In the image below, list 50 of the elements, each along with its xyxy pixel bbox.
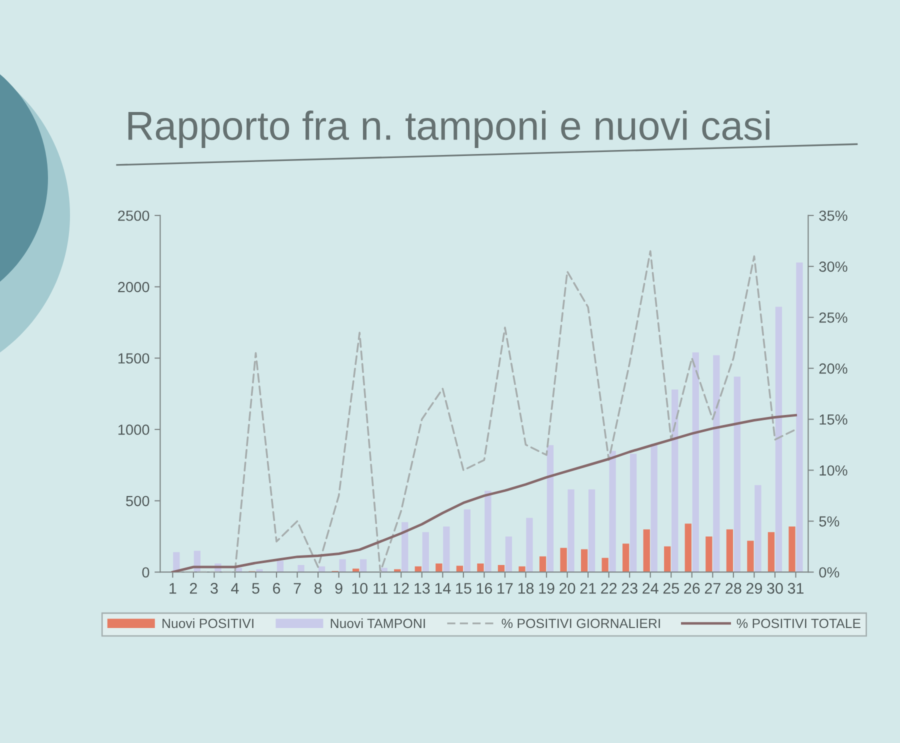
y2-tick-label: 20% [819, 363, 848, 374]
legend-label: % POSITIVI TOTALE [736, 618, 860, 628]
y2-tick-label: 25% [819, 312, 848, 323]
y2-tick-label: 15% [820, 414, 848, 425]
x-tick-label: 4 [231, 583, 239, 594]
x-tick-label: 30 [767, 582, 783, 594]
chart-title: Rapporto fra n. tamponi e nuovi casi [128, 110, 770, 148]
legend-label: % POSITIVI GIORNALIERI [502, 618, 660, 628]
x-tick-label: 17 [498, 583, 513, 594]
x-tick-label: 13 [414, 582, 430, 594]
x-tick-label: 11 [374, 583, 388, 594]
y-tick-label: 2000 [118, 282, 150, 292]
y-tick-label: 1000 [118, 424, 150, 435]
x-tick-label: 7 [294, 583, 301, 594]
x-tick-label: 27 [704, 582, 720, 594]
x-tick-label: 24 [642, 582, 658, 594]
y-tick-label: 2500 [118, 210, 150, 221]
x-tick-label: 25 [663, 582, 679, 594]
x-tick-label: 1 [170, 583, 176, 594]
x-tick-label: 21 [580, 582, 596, 594]
x-tick-label: 18 [518, 582, 534, 594]
x-tick-label: 23 [622, 582, 638, 594]
x-tick-label: 10 [352, 582, 368, 594]
y2-tick-label: 35% [819, 210, 848, 221]
y2-tick-label: 30% [819, 262, 848, 272]
y2-tick-label: 0% [819, 567, 840, 578]
x-tick-label: 2 [190, 582, 197, 594]
x-tick-label: 22 [601, 582, 617, 594]
x-tick-label: 28 [726, 582, 742, 594]
x-tick-label: 8 [314, 582, 322, 594]
x-tick-label: 12 [394, 582, 409, 594]
y2-tick-label: 10% [820, 465, 848, 476]
legend-label: Nuovi TAMPONI [330, 618, 425, 628]
x-tick-label: 9 [335, 582, 342, 594]
x-tick-label: 20 [560, 582, 576, 594]
x-tick-label: 26 [684, 582, 700, 594]
y-tick-label: 500 [126, 496, 150, 506]
x-tick-label: 31 [788, 582, 804, 594]
x-tick-label: 6 [273, 582, 280, 594]
x-tick-label: 29 [746, 582, 762, 594]
legend-label: Nuovi POSITIVI [162, 618, 254, 628]
x-tick-label: 3 [210, 582, 218, 594]
y-tick-label: 0 [142, 567, 150, 578]
x-tick-label: 5 [252, 583, 260, 594]
x-tick-label: 15 [456, 583, 472, 594]
y-tick-label: 1500 [118, 353, 150, 364]
x-tick-label: 19 [539, 582, 554, 594]
x-tick-label: 16 [476, 582, 492, 594]
x-tick-label: 14 [435, 583, 451, 594]
y2-tick-label: 5% [819, 516, 840, 527]
